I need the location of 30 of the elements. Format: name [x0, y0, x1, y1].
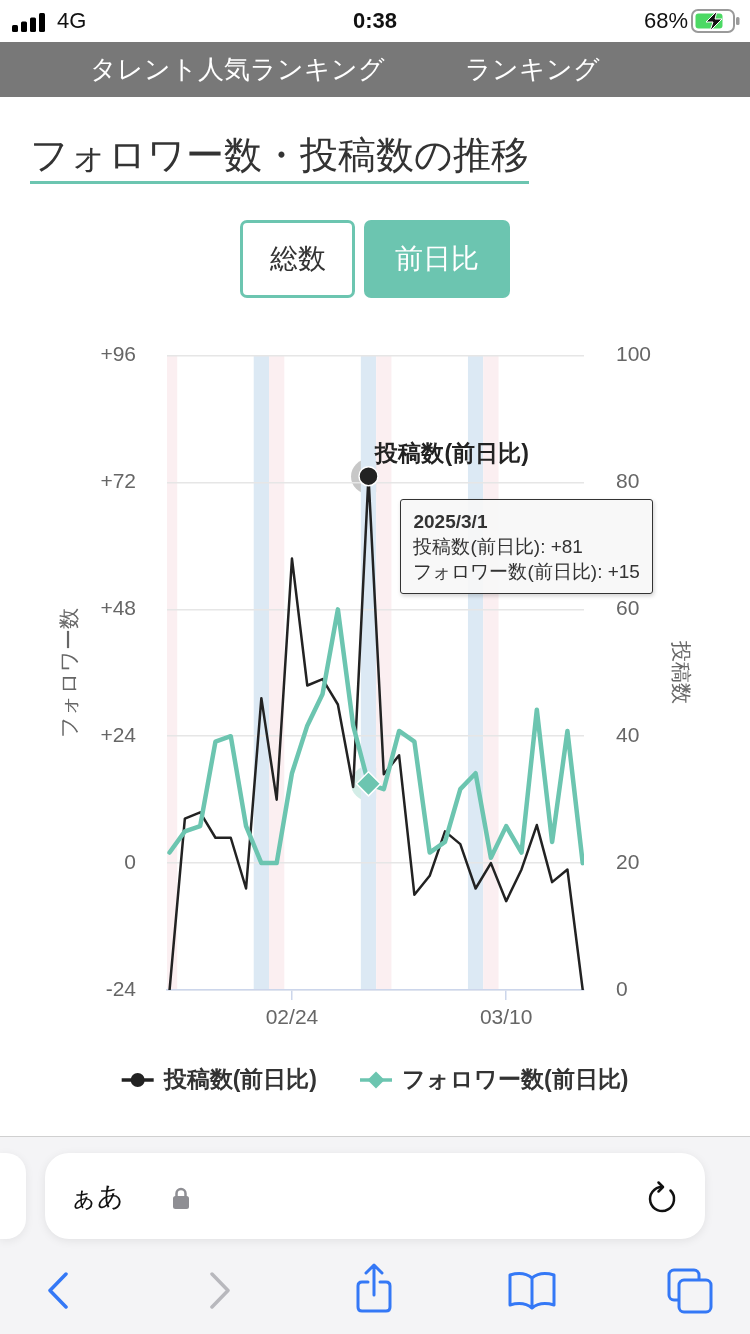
y-tick-label: +24	[100, 723, 137, 747]
text: 0:38	[352, 8, 398, 33]
text: 4G	[57, 7, 87, 35]
y2-tick-label: 40	[616, 723, 640, 747]
y-tick-label: +48	[100, 596, 136, 620]
y2-tick-label: 20	[616, 849, 640, 873]
header-bar: タレント人気ランキング ランキング	[0, 42, 750, 97]
y-axis-title: フォロワー数	[57, 607, 81, 738]
y-tick-label: +72	[100, 469, 136, 493]
x-tick-label: 03/10	[479, 1005, 533, 1029]
annotation: フォロワー数(前日比): +15	[413, 559, 640, 584]
annotation: 投稿数(前日比)	[374, 440, 529, 467]
annotation: 投稿数(前日比): +81	[413, 534, 584, 559]
tooltip-box: 2025/3/1 投稿数(前日比): +81 フォロワー数(前日比): +15	[400, 498, 653, 594]
y2-tick-label: 60	[616, 596, 640, 620]
y-tick-label: 0	[124, 849, 136, 873]
legend-label: 投稿数(前日比)	[162, 1066, 318, 1093]
toggle-button[interactable]: 総数	[240, 220, 355, 298]
address-field[interactable]: ぁあ	[45, 1153, 705, 1239]
y2-tick-label: 80	[616, 469, 640, 493]
chart-title: フォロワー数・投稿数の推移	[30, 132, 529, 184]
y2-tick-label: 100	[616, 342, 652, 366]
y-tick-label: +96	[100, 342, 136, 366]
annotation: 2025/3/1	[413, 509, 489, 534]
legend-label: フォロワー数(前日比)	[402, 1066, 629, 1093]
y-tick-label: -24	[105, 976, 137, 1000]
y2-axis-title: 投稿数	[669, 640, 693, 705]
text: 68%	[643, 7, 688, 35]
y2-tick-label: 0	[616, 976, 628, 1000]
x-tick-label: 02/24	[265, 1005, 319, 1029]
